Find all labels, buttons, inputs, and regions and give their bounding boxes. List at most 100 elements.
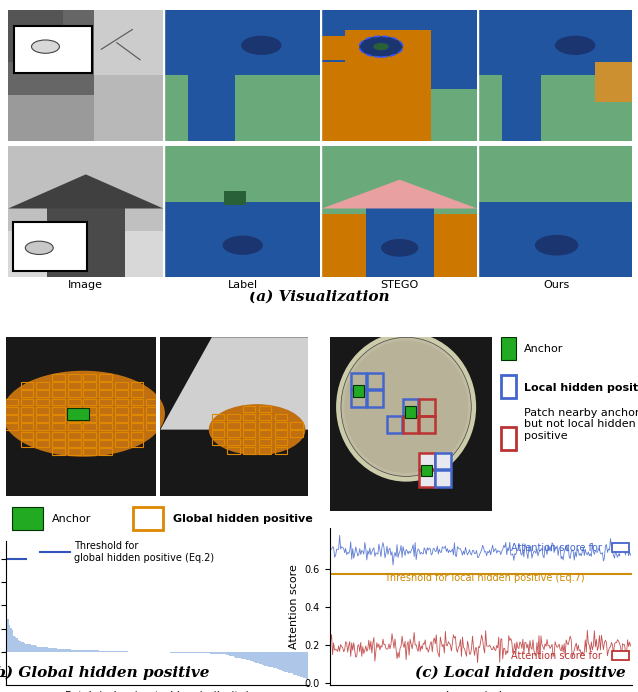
Circle shape xyxy=(555,36,595,55)
Bar xyxy=(18,640,19,653)
Bar xyxy=(274,447,287,453)
Circle shape xyxy=(381,239,419,257)
Bar xyxy=(68,448,80,455)
Bar xyxy=(243,422,255,428)
Bar xyxy=(276,653,278,668)
Bar xyxy=(250,653,252,661)
Bar xyxy=(115,407,128,414)
Bar xyxy=(87,650,89,653)
Bar xyxy=(6,337,158,496)
Bar xyxy=(133,507,163,531)
Bar xyxy=(419,399,434,416)
Bar xyxy=(100,650,101,653)
Bar xyxy=(98,650,100,653)
Text: (c) Local hidden positive: (c) Local hidden positive xyxy=(415,665,625,680)
Bar xyxy=(244,653,246,659)
Bar xyxy=(6,558,7,653)
Bar xyxy=(77,650,78,653)
Bar xyxy=(229,653,231,655)
Bar xyxy=(258,653,259,664)
Bar xyxy=(47,648,48,653)
Bar xyxy=(217,653,219,654)
Bar xyxy=(115,424,128,430)
Bar xyxy=(12,507,43,531)
Bar xyxy=(52,382,65,389)
Bar xyxy=(68,415,80,422)
Bar xyxy=(259,653,261,664)
Bar xyxy=(15,26,92,73)
X-axis label: Image index: Image index xyxy=(446,691,515,692)
Bar xyxy=(116,651,117,653)
Bar xyxy=(52,432,65,439)
Bar xyxy=(63,648,64,653)
Bar xyxy=(125,651,126,653)
Bar xyxy=(322,10,477,141)
Bar xyxy=(353,385,364,397)
Bar xyxy=(214,653,216,654)
Bar xyxy=(104,650,105,653)
Bar xyxy=(131,424,144,430)
Bar xyxy=(102,650,104,653)
Bar xyxy=(131,440,144,447)
Bar xyxy=(290,430,302,437)
Bar xyxy=(20,382,33,389)
Bar xyxy=(228,430,240,437)
Circle shape xyxy=(535,235,578,255)
Bar xyxy=(68,440,80,447)
Bar xyxy=(69,649,71,653)
Circle shape xyxy=(241,36,281,55)
Bar xyxy=(259,430,271,437)
Text: Threshold for local hidden positive (Eq.7): Threshold for local hidden positive (Eq.… xyxy=(384,573,584,583)
Bar xyxy=(253,653,255,662)
Bar xyxy=(68,382,80,389)
Circle shape xyxy=(223,235,263,255)
Bar xyxy=(99,432,112,439)
Bar xyxy=(288,653,290,673)
Bar xyxy=(243,414,255,421)
Bar xyxy=(131,399,144,406)
Bar xyxy=(52,440,65,447)
Bar xyxy=(295,653,297,675)
Bar xyxy=(51,648,52,653)
Bar xyxy=(243,439,255,445)
Bar xyxy=(68,407,80,414)
Bar xyxy=(419,417,434,433)
Bar xyxy=(52,415,65,422)
Bar xyxy=(479,10,634,75)
Bar xyxy=(94,10,163,141)
Bar xyxy=(36,390,49,397)
Bar xyxy=(274,430,287,437)
Bar xyxy=(146,415,159,422)
Bar xyxy=(36,382,49,389)
Bar xyxy=(235,653,237,657)
Bar xyxy=(281,653,282,671)
Bar xyxy=(20,641,22,653)
Bar xyxy=(60,648,61,653)
Bar xyxy=(290,653,291,673)
Bar xyxy=(165,145,320,277)
Text: Anchor: Anchor xyxy=(52,513,91,524)
Bar xyxy=(84,407,96,414)
Bar xyxy=(99,448,112,455)
Bar xyxy=(68,399,80,406)
Bar xyxy=(228,439,240,445)
Text: Image: Image xyxy=(68,280,103,290)
Circle shape xyxy=(209,404,306,455)
Bar xyxy=(243,447,255,453)
Bar xyxy=(131,432,144,439)
Bar xyxy=(188,75,235,141)
Bar xyxy=(94,10,163,75)
Bar xyxy=(27,644,28,653)
Bar xyxy=(293,653,294,675)
Bar xyxy=(8,10,94,95)
Bar xyxy=(211,653,212,654)
Bar xyxy=(274,653,276,668)
Bar xyxy=(305,653,306,678)
Circle shape xyxy=(2,371,165,457)
Bar xyxy=(267,653,269,666)
Bar xyxy=(19,641,20,653)
Bar xyxy=(52,448,65,455)
Bar xyxy=(238,653,240,658)
Bar xyxy=(66,649,68,653)
Bar xyxy=(128,652,130,653)
